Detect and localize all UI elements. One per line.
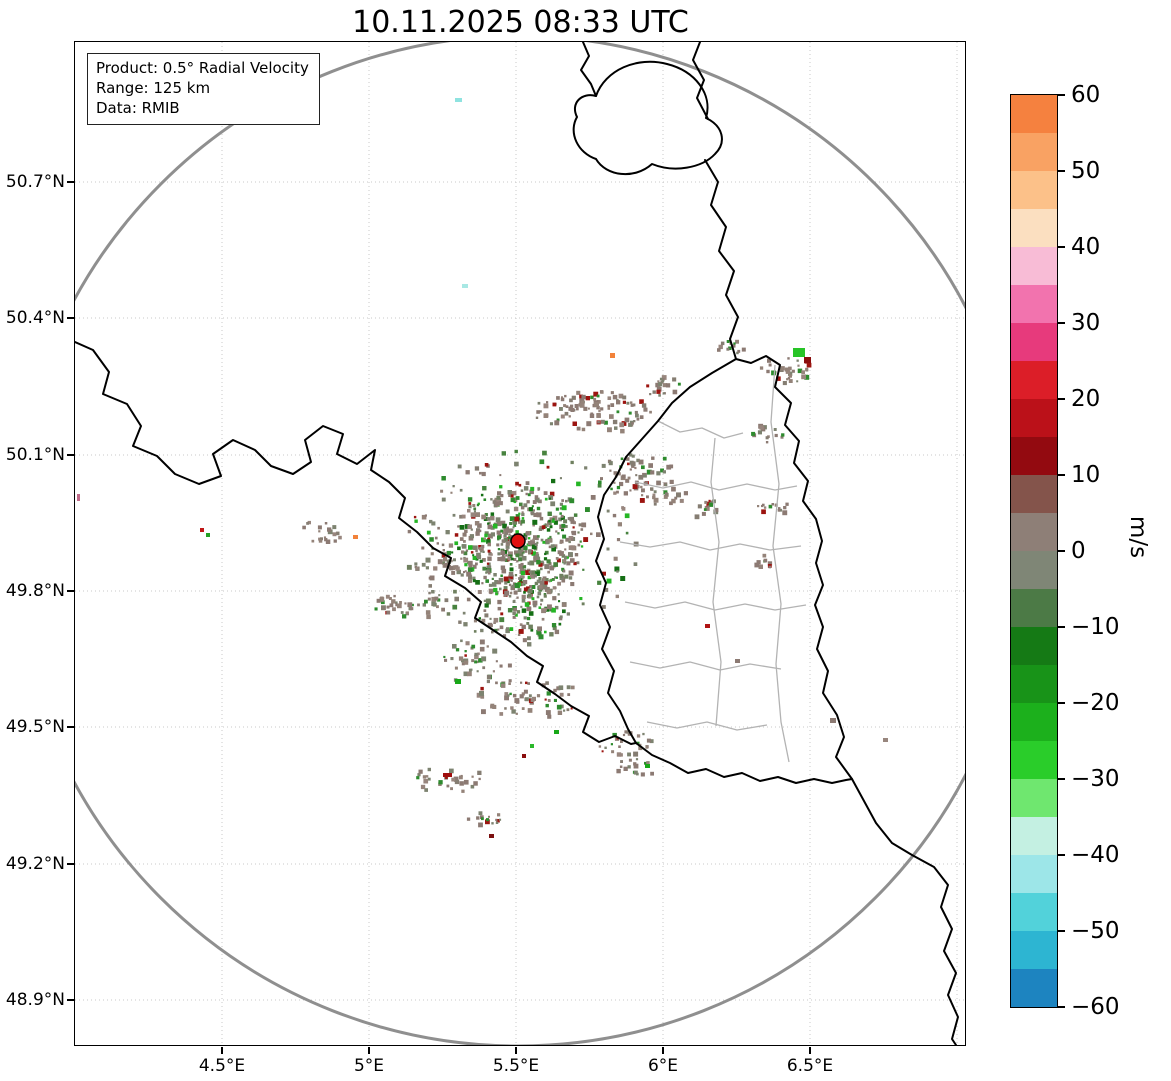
colorbar-tick-mark [1058,1006,1065,1008]
colorbar-band [1011,133,1057,171]
colorbar-band [1011,171,1057,209]
country-borders [75,42,959,1045]
colorbar-tick-label: −60 [1071,994,1120,1020]
colorbar-tick-mark [1058,930,1065,932]
colorbar-band [1011,855,1057,893]
y-tick-label: 50.4°N [5,308,65,328]
border-south-french [75,341,853,784]
x-tick-mark [368,1046,370,1054]
y-tick-mark [67,999,74,1001]
y-tick-mark [67,454,74,456]
colorbar-band [1011,589,1057,627]
colorbar-tick-mark [1058,246,1065,248]
colorbar-tick-mark [1058,474,1065,476]
colorbar-band [1011,399,1057,437]
colorbar-tick-mark [1058,322,1065,324]
colorbar-band [1011,475,1057,513]
x-tick-label: 4.5°E [198,1056,246,1076]
colorbar-band [1011,703,1057,741]
colorbar-band [1011,741,1057,779]
colorbar-band [1011,893,1057,931]
y-tick-mark [67,317,74,319]
colorbar-band [1011,247,1057,285]
page-title: 10.11.2025 08:33 UTC [352,5,689,40]
colorbar-tick-label: 60 [1071,82,1101,108]
colorbar-band [1011,779,1057,817]
colorbar-tick-mark [1058,94,1065,96]
colorbar-tick-label: −20 [1071,690,1120,716]
x-tick-label: 6.5°E [786,1056,834,1076]
colorbar-band [1011,551,1057,589]
y-tick-label: 50.7°N [5,172,65,192]
radar-site-marker [510,533,526,549]
info-product: Product: 0.5° Radial Velocity [96,59,309,77]
colorbar-band [1011,95,1057,133]
border-north-line [580,42,597,97]
colorbar-tick-label: −10 [1071,614,1120,640]
region-borders [619,364,807,763]
colorbar-tick-label: 10 [1071,462,1101,488]
colorbar-tick-mark [1058,778,1065,780]
colorbar-tick-label: 20 [1071,386,1101,412]
info-box: Product: 0.5° Radial Velocity Range: 125… [87,53,320,126]
y-tick-label: 48.9°N [5,990,65,1010]
colorbar-band [1011,665,1057,703]
colorbar-band [1011,931,1057,969]
colorbar-tick-mark [1058,702,1065,704]
radar-echoes [77,98,888,838]
y-tick-mark [67,590,74,592]
map-plot: Product: 0.5° Radial Velocity Range: 125… [74,41,966,1046]
colorbar-tick-mark [1058,854,1065,856]
y-tick-label: 50.1°N [5,445,65,465]
colorbar-band [1011,361,1057,399]
colorbar-band [1011,437,1057,475]
y-tick-label: 49.5°N [5,717,65,737]
colorbar-tick-label: 40 [1071,234,1101,260]
colorbar-tick-label: −50 [1071,918,1120,944]
colorbar-band [1011,513,1057,551]
x-tick-label: 6°E [647,1056,679,1076]
colorbar-band [1011,817,1057,855]
x-tick-mark [221,1046,223,1054]
y-tick-mark [67,181,74,183]
x-tick-label: 5°E [353,1056,385,1076]
border-north-enclave [572,60,723,176]
colorbar-band [1011,627,1057,665]
x-tick-mark [515,1046,517,1054]
info-range: Range: 125 km [96,78,211,97]
colorbar-tick-label: 0 [1071,538,1086,564]
colorbar-band [1011,209,1057,247]
colorbar-tick-mark [1058,170,1065,172]
border-north-line-2 [692,42,709,120]
colorbar-band [1011,969,1057,1007]
info-data-source: Data: RMIB [96,98,180,117]
x-tick-label: 5.5°E [492,1056,540,1076]
border-luxembourg-west [595,358,737,744]
colorbar-tick-mark [1058,550,1065,552]
colorbar-tick-label: −30 [1071,766,1120,792]
colorbar-tick-label: 50 [1071,158,1101,184]
y-tick-label: 49.8°N [5,581,65,601]
colorbar-tick-mark [1058,626,1065,628]
x-tick-mark [662,1046,664,1054]
colorbar-band [1011,285,1057,323]
colorbar-bands [1011,95,1057,1007]
border-east [704,159,959,1045]
colorbar-unit-label: m/s [1125,515,1151,559]
y-tick-label: 49.2°N [5,854,65,874]
y-tick-mark [67,726,74,728]
colorbar: 60 50 40 30 20 10 0 −10 −20 −30 −40 −50 −60 [1010,82,1120,1020]
radar-map-canvas [75,42,965,1045]
y-tick-mark [67,863,74,865]
x-tick-mark [809,1046,811,1054]
colorbar-band [1011,323,1057,361]
colorbar-tick-mark [1058,398,1065,400]
colorbar-tick-label: −40 [1071,842,1120,868]
colorbar-tick-label: 30 [1071,310,1101,336]
